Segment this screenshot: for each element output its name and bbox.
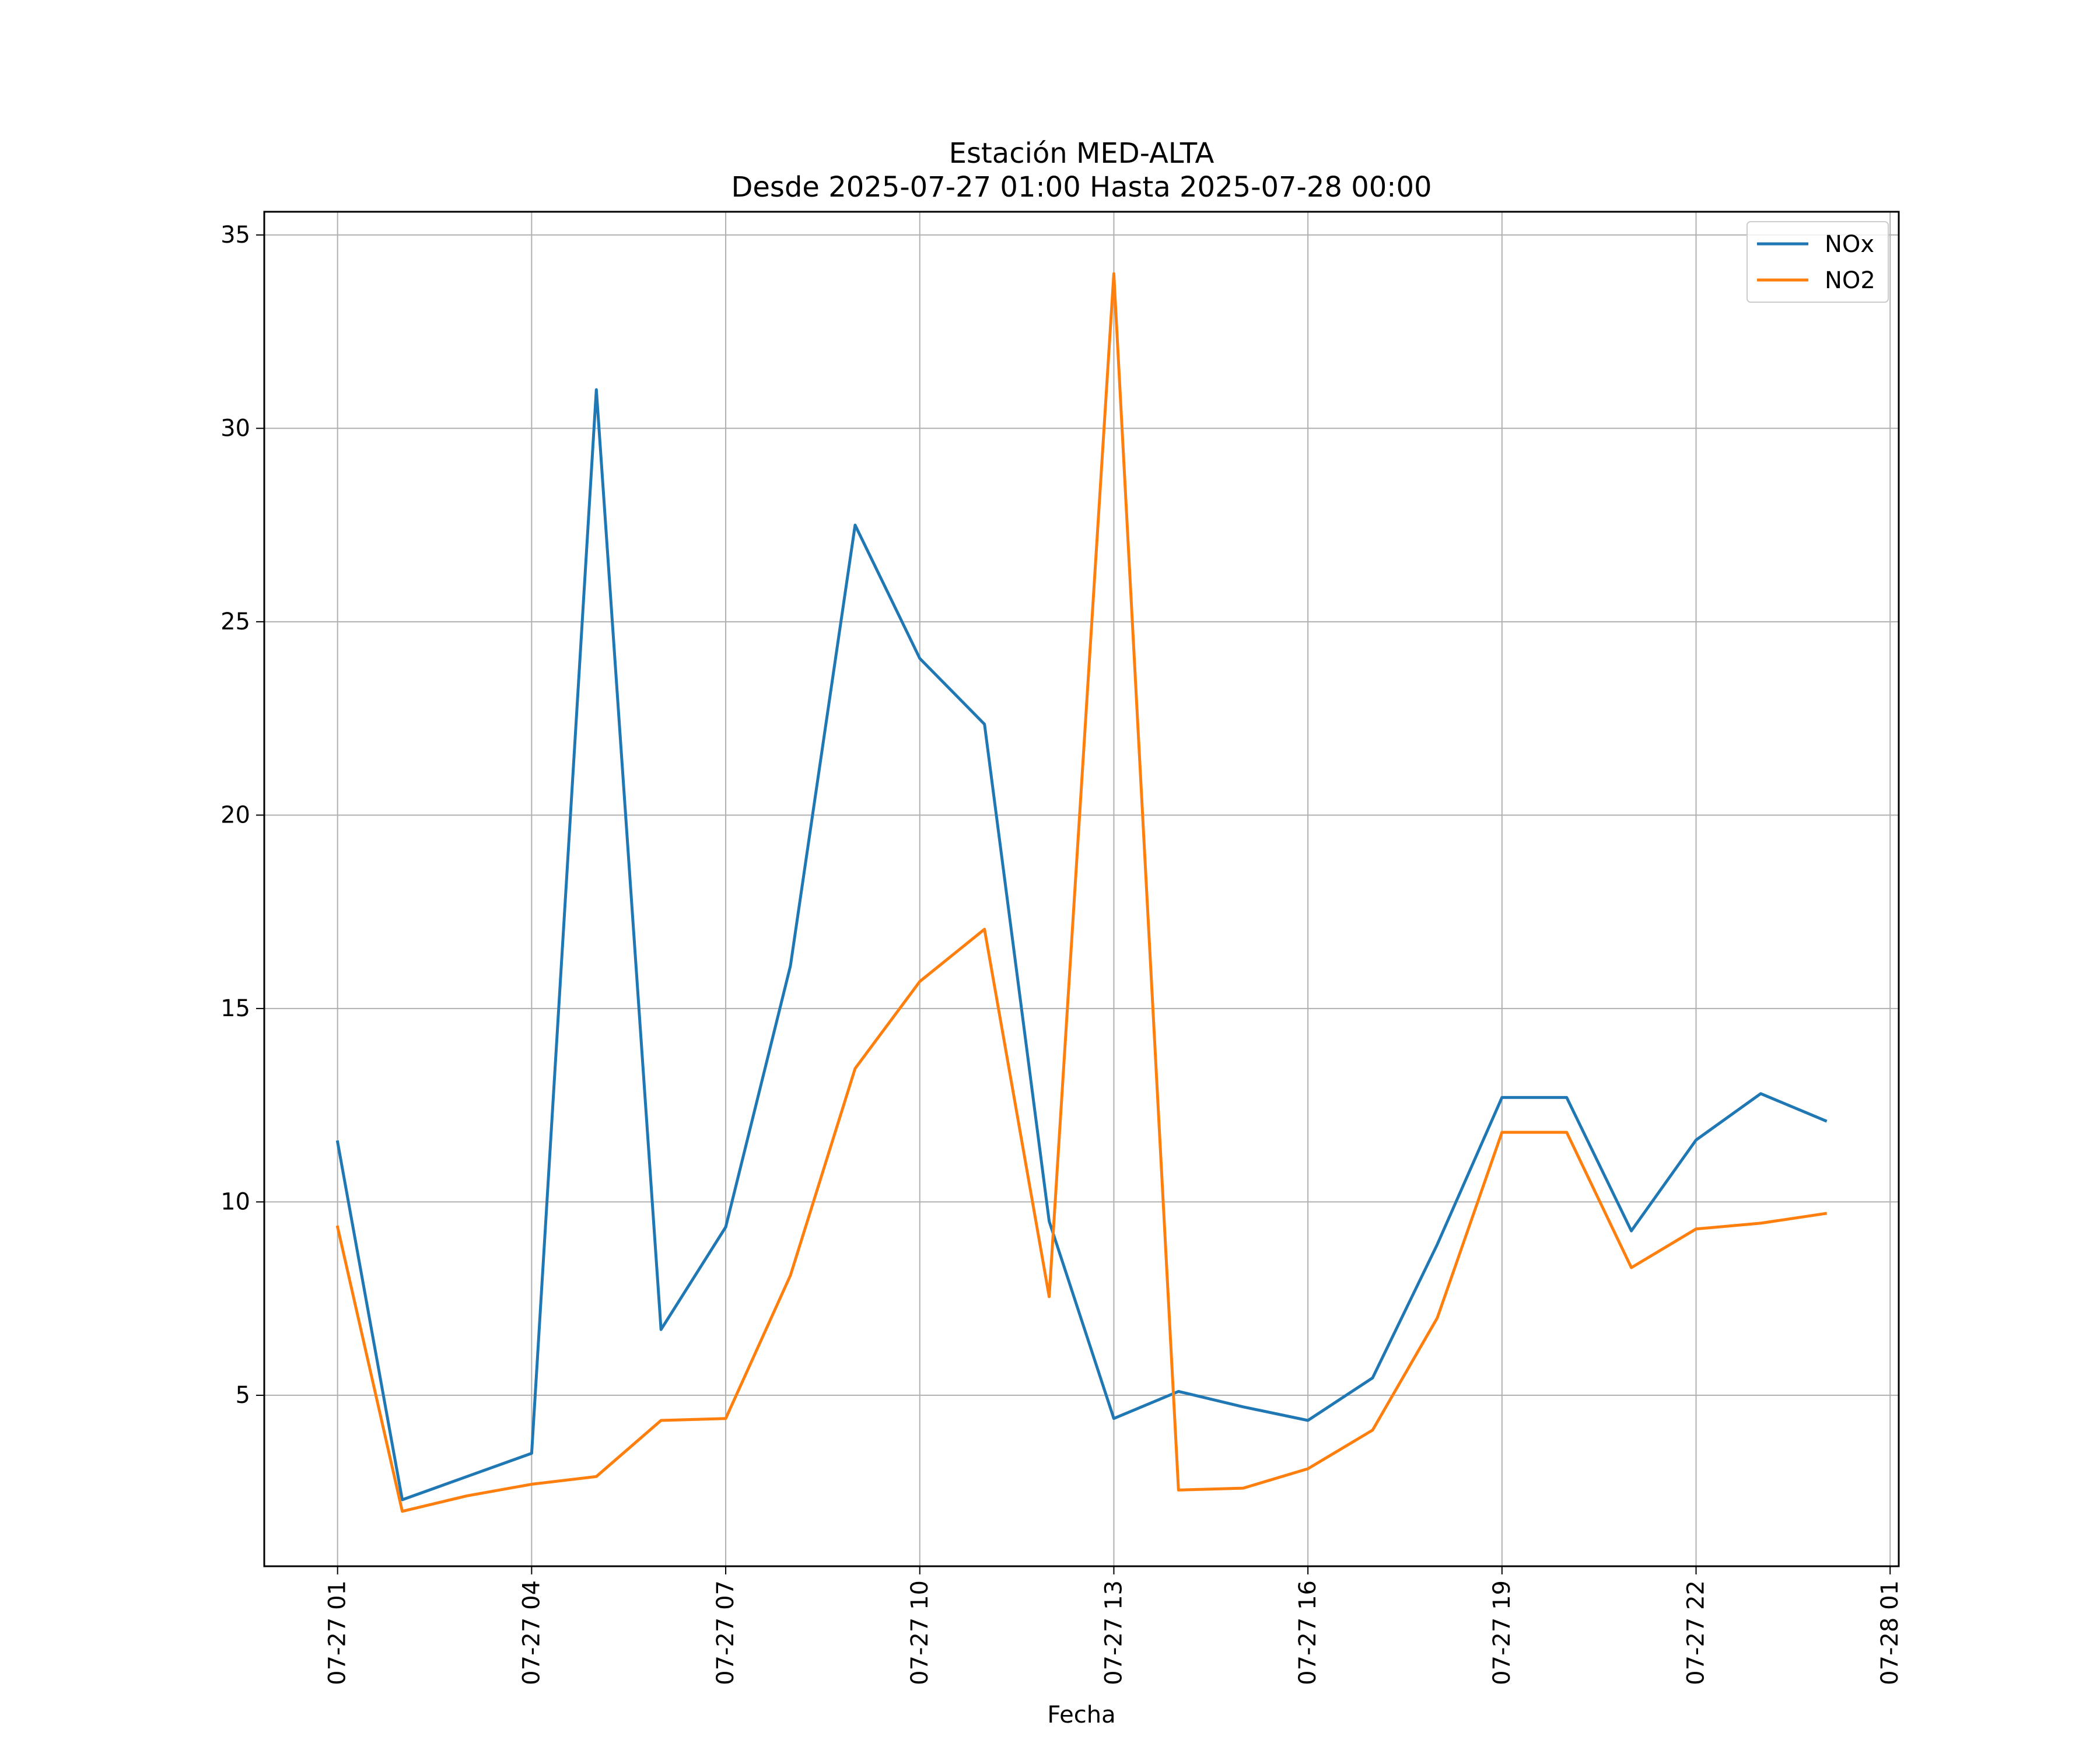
data-point-no2 <box>596 1476 597 1477</box>
chart-title: Estación MED-ALTA <box>949 137 1214 170</box>
data-point-nox <box>531 1453 532 1454</box>
data-point-no2 <box>1566 1132 1567 1133</box>
legend-label-nox: NOx <box>1825 231 1874 258</box>
data-point-no2 <box>1243 1488 1244 1489</box>
y-tick-label: 15 <box>220 995 250 1022</box>
y-tick-label: 10 <box>220 1188 250 1215</box>
axes-frame <box>263 211 1900 1567</box>
data-point-nox <box>1178 1391 1179 1392</box>
y-axis-ticks: 5 10 15 20 25 30 35 <box>220 222 264 1409</box>
x-tick-label: 07-27 16 <box>1294 1580 1321 1685</box>
x-tick-label: 07-27 04 <box>518 1580 545 1685</box>
series-lines <box>335 272 1828 1513</box>
data-point-nox <box>1760 1093 1761 1094</box>
y-tick-label: 30 <box>220 415 250 442</box>
data-point-nox <box>661 1329 662 1330</box>
y-tick-label: 5 <box>236 1382 250 1409</box>
x-tick-label: 07-27 10 <box>907 1580 933 1685</box>
chart-subtitle: Desde 2025-07-27 01:00 Hasta 2025-07-28 … <box>731 171 1432 204</box>
x-axis-label: Fecha <box>1047 1702 1115 1728</box>
x-tick-label: 07-27 19 <box>1489 1580 1516 1685</box>
legend: NOx NO2 <box>1746 221 1889 303</box>
data-point-no2 <box>1825 1213 1826 1214</box>
y-tick-label: 25 <box>220 608 250 635</box>
legend-label-no2: NO2 <box>1825 267 1875 294</box>
series-line-no2 <box>335 272 1828 1513</box>
plot-area <box>264 212 1899 1566</box>
y-tick-label: 35 <box>220 222 250 249</box>
y-tick-label: 20 <box>220 802 250 828</box>
legend-box <box>1746 221 1889 303</box>
data-point-nox <box>1566 1097 1567 1098</box>
data-point-nox <box>1243 1406 1244 1407</box>
series-line-nox <box>335 388 1828 1502</box>
x-tick-label: 07-27 07 <box>712 1580 739 1685</box>
data-point-no2 <box>531 1484 532 1485</box>
grid-lines <box>264 212 1899 1566</box>
data-point-nox <box>919 658 920 659</box>
data-point-no2 <box>661 1420 662 1421</box>
x-axis-ticks: 07-27 01 07-27 04 07-27 07 07-27 10 07-27 13… <box>324 1566 1903 1685</box>
x-tick-label: 07-27 01 <box>324 1580 351 1685</box>
x-tick-label: 07-28 01 <box>1877 1580 1903 1685</box>
x-tick-label: 07-27 13 <box>1100 1580 1127 1685</box>
data-point-no2 <box>919 981 920 982</box>
x-tick-label: 07-27 22 <box>1683 1580 1710 1685</box>
